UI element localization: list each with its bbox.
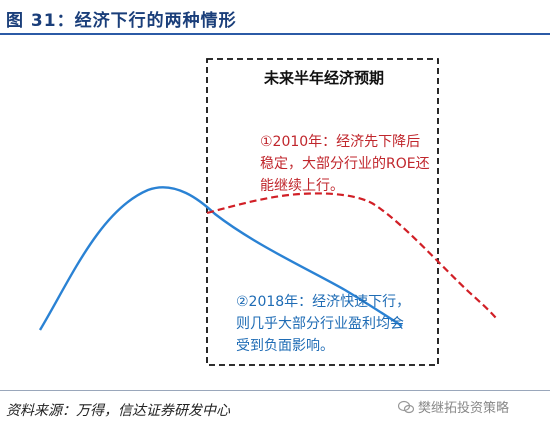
scenario-2010-note: ①2010年：经济先下降后稳定，大部分行业的ROE还能继续上行。 bbox=[260, 134, 430, 194]
footer-divider bbox=[0, 390, 550, 391]
source-note: 资料来源：万得，信达证券研发中心 bbox=[6, 403, 230, 419]
watermark-text: 樊继拓投资策略 bbox=[418, 401, 510, 416]
title-divider bbox=[0, 33, 550, 35]
scenario-2018-note: ②2018年：经济快速下行，则几乎大部分行业盈利均会受到负面影响。 bbox=[236, 294, 411, 354]
forecast-box-title: 未来半年经济预期 bbox=[263, 69, 384, 87]
figure-title: 图 31：经济下行的两种情形 bbox=[6, 11, 237, 31]
watermark: 樊继拓投资策略 bbox=[398, 397, 509, 416]
wechat-icon bbox=[398, 400, 414, 413]
blue-economy-curve bbox=[38, 186, 403, 331]
red-stabilize-curve bbox=[206, 192, 497, 319]
